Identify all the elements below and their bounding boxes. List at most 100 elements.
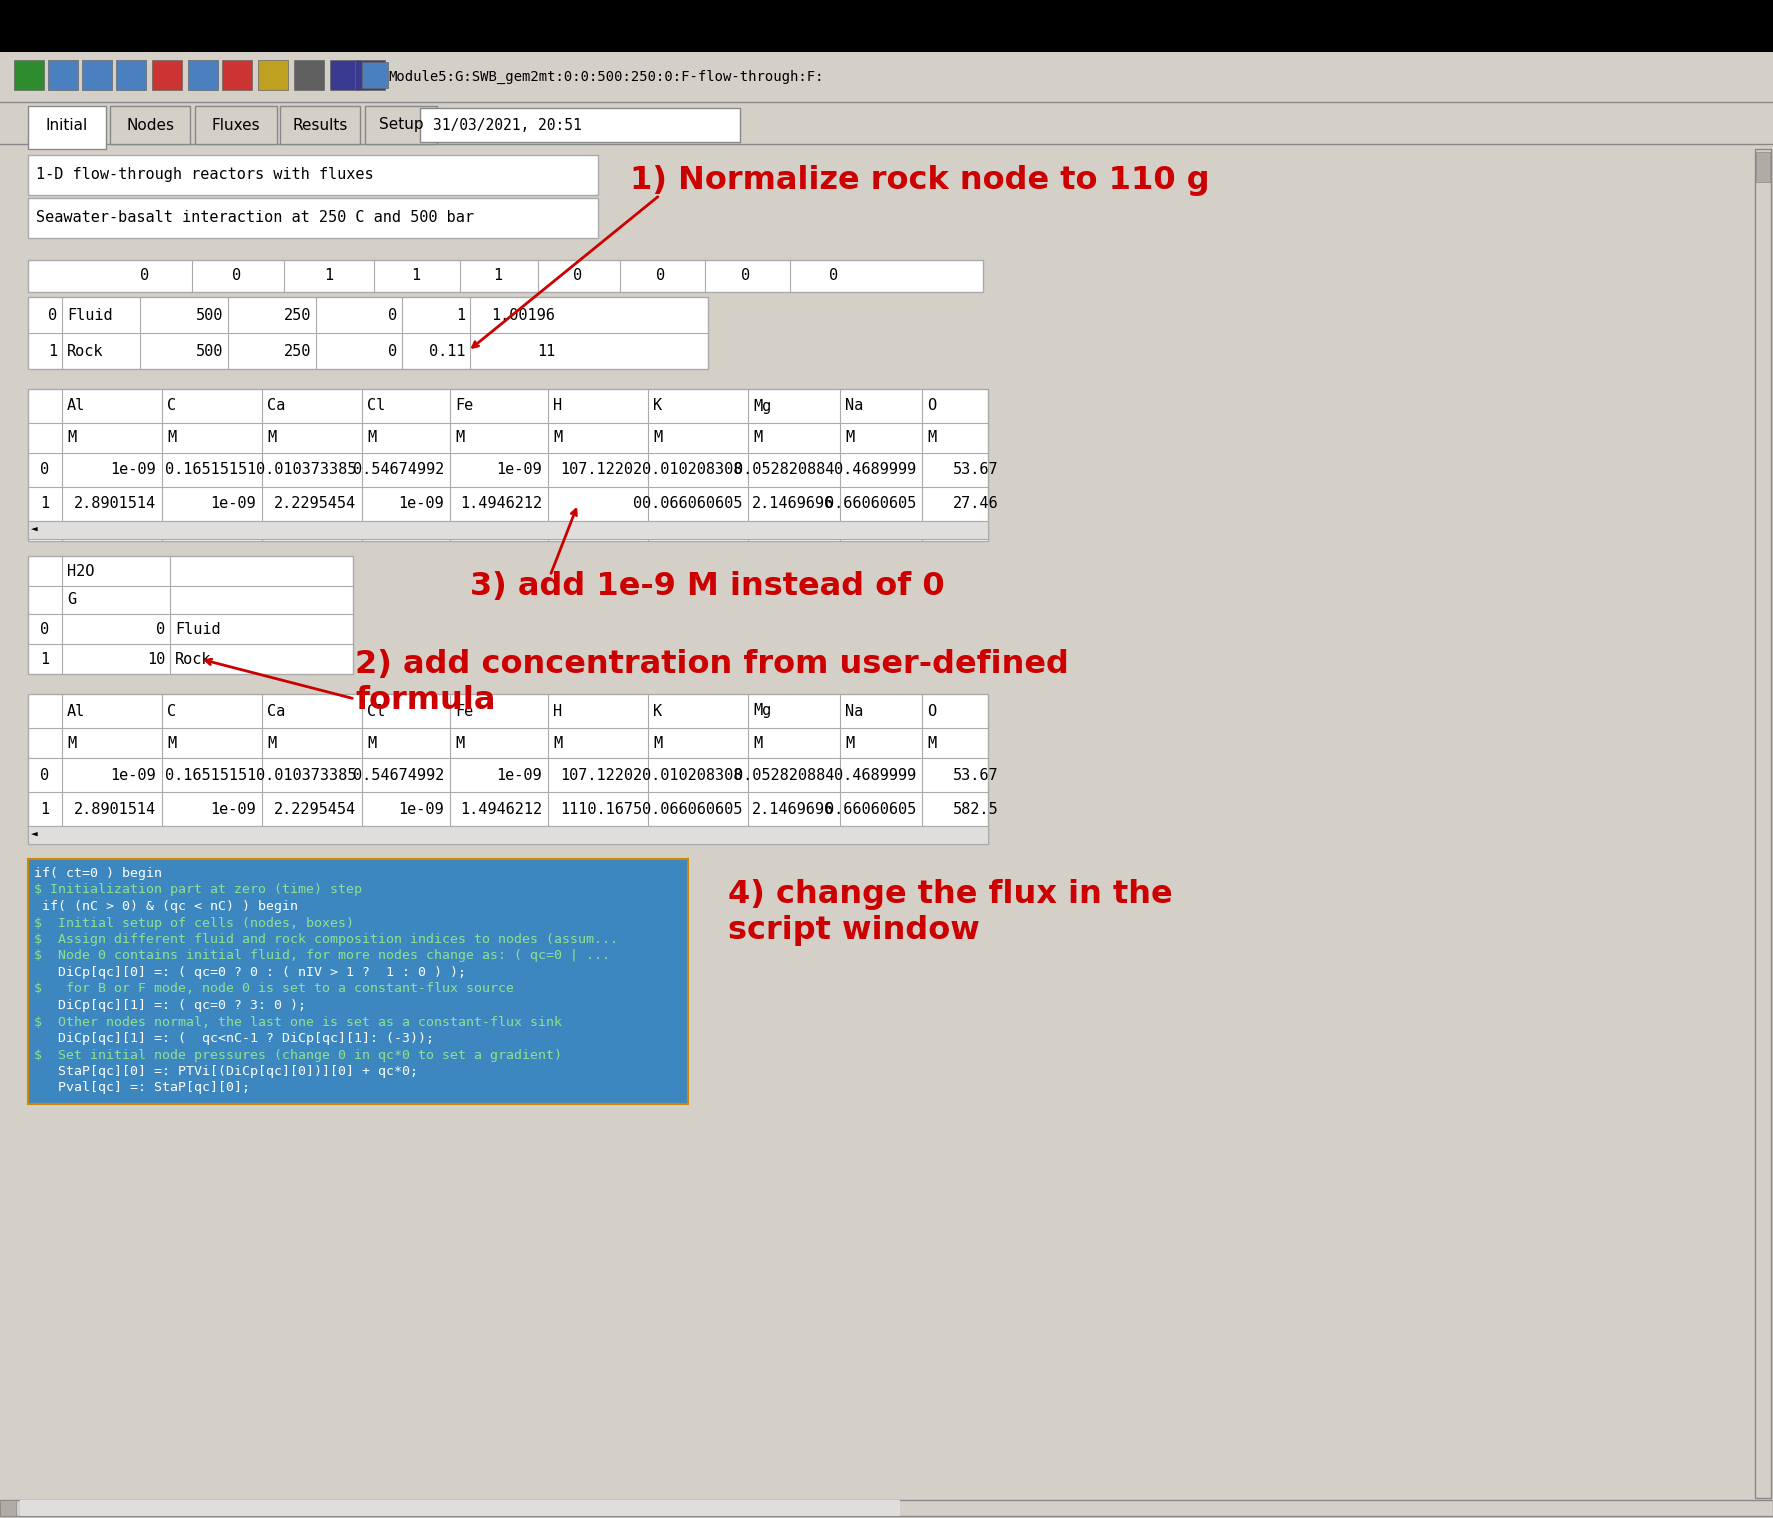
- Text: K: K: [652, 703, 661, 718]
- Text: Na: Na: [846, 703, 863, 718]
- Text: 1: 1: [493, 269, 502, 284]
- Text: 250: 250: [284, 308, 310, 322]
- Text: M: M: [846, 431, 855, 445]
- Text: DiCp[qc][0] =: ( qc=0 ? 0 : ( nIV > 1 ?  1 : 0 ) );: DiCp[qc][0] =: ( qc=0 ? 0 : ( nIV > 1 ? …: [34, 965, 466, 979]
- Text: 4) change the flux in the
script window: 4) change the flux in the script window: [729, 879, 1172, 946]
- Text: M: M: [754, 431, 762, 445]
- Bar: [28, 155, 598, 194]
- Text: 1e-09: 1e-09: [496, 463, 543, 478]
- Bar: [280, 106, 360, 144]
- Text: M: M: [846, 736, 855, 750]
- Text: 1: 1: [456, 308, 465, 322]
- Text: 107.12202: 107.12202: [560, 463, 642, 478]
- Text: 0: 0: [388, 343, 397, 358]
- Bar: [188, 61, 218, 90]
- Bar: [0, 0, 1773, 52]
- Text: 2.8901514: 2.8901514: [74, 496, 156, 512]
- Bar: [1755, 152, 1769, 182]
- Text: 0: 0: [656, 269, 665, 284]
- Text: 0: 0: [156, 621, 165, 636]
- Text: 1: 1: [411, 269, 420, 284]
- Text: Seawater-basalt interaction at 250 C and 500 bar: Seawater-basalt interaction at 250 C and…: [35, 211, 473, 226]
- Bar: [28, 826, 988, 844]
- Text: 0: 0: [140, 269, 149, 284]
- Text: 0.54674992: 0.54674992: [353, 768, 443, 782]
- Text: 53.67: 53.67: [952, 463, 998, 478]
- Text: 1.4946212: 1.4946212: [459, 802, 543, 817]
- Text: 500: 500: [195, 343, 223, 358]
- Bar: [294, 61, 324, 90]
- Text: $ Initialization part at zero (time) step: $ Initialization part at zero (time) ste…: [34, 883, 362, 897]
- Text: DiCp[qc][1] =: ( qc=0 ? 3: 0 );: DiCp[qc][1] =: ( qc=0 ? 3: 0 );: [34, 999, 307, 1013]
- Text: M: M: [754, 736, 762, 750]
- Text: $  Other nodes normal, the last one is set as a constant-flux sink: $ Other nodes normal, the last one is se…: [34, 1016, 562, 1029]
- Text: M: M: [268, 736, 277, 750]
- Text: H: H: [553, 399, 562, 413]
- Text: 107.12202: 107.12202: [560, 768, 642, 782]
- Text: $  Set initial node pressures (change 0 in qc*0 to set a gradient): $ Set initial node pressures (change 0 i…: [34, 1049, 562, 1061]
- Text: Fluid: Fluid: [176, 621, 220, 636]
- Text: 0.11: 0.11: [429, 343, 465, 358]
- Text: Al: Al: [67, 703, 85, 718]
- Text: 2.1469696: 2.1469696: [752, 496, 833, 512]
- Bar: [28, 389, 988, 540]
- Text: 0.16515151: 0.16515151: [165, 768, 255, 782]
- Bar: [82, 61, 112, 90]
- Bar: [28, 694, 988, 844]
- Bar: [28, 556, 353, 674]
- Text: 1: 1: [41, 651, 50, 666]
- Text: Cl: Cl: [367, 703, 385, 718]
- Text: 0: 0: [232, 269, 241, 284]
- Text: 2.2295454: 2.2295454: [273, 802, 356, 817]
- Bar: [362, 62, 388, 88]
- Text: $   for B or F mode, node 0 is set to a constant-flux source: $ for B or F mode, node 0 is set to a co…: [34, 982, 514, 996]
- Text: M: M: [553, 431, 562, 445]
- Text: 1.4946212: 1.4946212: [459, 496, 543, 512]
- Text: if( ct=0 ) begin: if( ct=0 ) begin: [34, 867, 161, 880]
- Text: Pval[qc] =: StaP[qc][0];: Pval[qc] =: StaP[qc][0];: [34, 1081, 250, 1094]
- Text: 2) add concentration from user-defined
formula: 2) add concentration from user-defined f…: [355, 650, 1069, 716]
- Text: Results: Results: [293, 117, 348, 132]
- Text: 0.052820884: 0.052820884: [734, 768, 833, 782]
- Text: 27.46: 27.46: [952, 496, 998, 512]
- Text: 2.2295454: 2.2295454: [273, 496, 356, 512]
- Text: 10: 10: [147, 651, 165, 666]
- Text: 3) add 1e-9 M instead of 0: 3) add 1e-9 M instead of 0: [470, 571, 945, 603]
- Text: 31/03/2021, 20:51: 31/03/2021, 20:51: [433, 117, 582, 132]
- Text: 1) Normalize rock node to 110 g: 1) Normalize rock node to 110 g: [629, 165, 1209, 196]
- Bar: [115, 61, 145, 90]
- Text: 2.1469696: 2.1469696: [752, 802, 833, 817]
- Bar: [28, 521, 988, 539]
- Text: 1: 1: [41, 802, 50, 817]
- Text: 0: 0: [388, 308, 397, 322]
- Bar: [355, 61, 385, 90]
- Text: 0.066060605: 0.066060605: [642, 496, 741, 512]
- Bar: [152, 61, 183, 90]
- Text: O: O: [927, 399, 936, 413]
- Text: Cl: Cl: [367, 399, 385, 413]
- Text: 1: 1: [324, 269, 333, 284]
- Text: if( (nC > 0) & (qc < nC) ) begin: if( (nC > 0) & (qc < nC) ) begin: [34, 900, 298, 912]
- Bar: [330, 61, 360, 90]
- Text: 1e-09: 1e-09: [496, 768, 543, 782]
- Text: M: M: [167, 736, 176, 750]
- Text: O: O: [927, 703, 936, 718]
- Text: Ca: Ca: [268, 399, 285, 413]
- Text: M: M: [927, 431, 936, 445]
- Text: ◄: ◄: [30, 830, 37, 839]
- Text: Na: Na: [846, 399, 863, 413]
- Text: K: K: [652, 399, 661, 413]
- Bar: [48, 61, 78, 90]
- Text: Setup: Setup: [379, 117, 424, 132]
- Text: 0.010373385: 0.010373385: [255, 463, 356, 478]
- Text: StaP[qc][0] =: PTVi[(DiCp[qc][0])][0] + qc*0;: StaP[qc][0] =: PTVi[(DiCp[qc][0])][0] + …: [34, 1066, 418, 1078]
- Text: 500: 500: [195, 308, 223, 322]
- Bar: [0, 52, 1773, 102]
- Text: Rock: Rock: [67, 343, 103, 358]
- Text: Rock: Rock: [176, 651, 211, 666]
- Text: M: M: [456, 431, 465, 445]
- Text: 0.052820884: 0.052820884: [734, 463, 833, 478]
- Bar: [365, 106, 436, 144]
- Text: Module5:G:SWB_gem2mt:0:0:500:250:0:F-flow-through:F:: Module5:G:SWB_gem2mt:0:0:500:250:0:F-flo…: [388, 70, 823, 83]
- Bar: [222, 61, 252, 90]
